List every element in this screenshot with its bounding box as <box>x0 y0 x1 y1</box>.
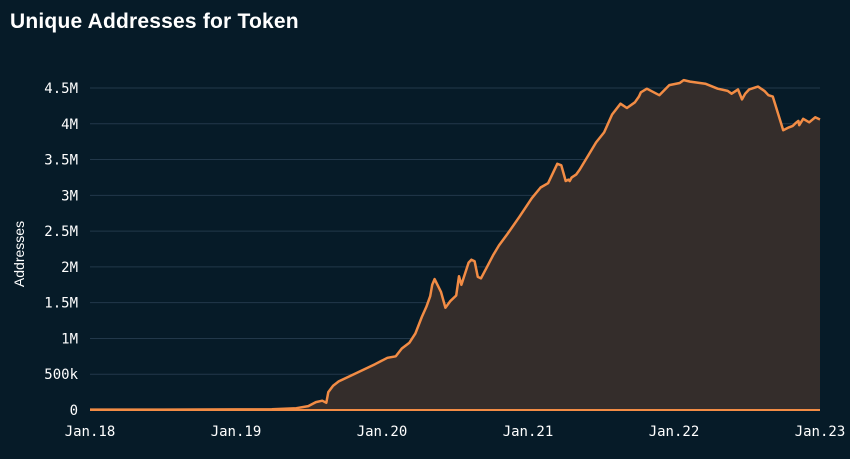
y-tick-label: 4M <box>61 117 78 133</box>
series-line <box>90 78 821 411</box>
chart-title: Unique Addresses for Token <box>10 10 299 33</box>
x-tick-label: Jan.19 <box>211 424 262 440</box>
x-tick-label: Jan.23 <box>795 424 846 440</box>
x-tick-label: Jan.18 <box>65 424 116 440</box>
y-axis-label: Addresses <box>11 221 27 287</box>
x-axis-ticks: Jan.18 Jan.19 Jan.20 Jan.21 Jan.22 Jan.23 <box>65 424 846 440</box>
y-tick-label: 3M <box>61 188 78 204</box>
y-tick-label: 4.5M <box>44 81 78 97</box>
area-fill <box>90 80 820 410</box>
y-axis-ticks: 0 500k 1M 1.5M 2M 2.5M 3M 3.5M 4M 4.5M <box>44 81 78 419</box>
y-tick-label: 3.5M <box>44 153 78 169</box>
x-tick-label: Jan.21 <box>503 424 554 440</box>
x-tick-label: Jan.22 <box>649 424 700 440</box>
y-tick-label: 1.5M <box>44 296 78 312</box>
y-tick-label: 1M <box>61 331 78 347</box>
y-tick-label: 2M <box>61 260 78 276</box>
x-tick-label: Jan.20 <box>357 424 408 440</box>
y-tick-label: 2.5M <box>44 224 78 240</box>
y-tick-label: 0 <box>70 403 78 419</box>
y-tick-label: 500k <box>44 367 78 383</box>
